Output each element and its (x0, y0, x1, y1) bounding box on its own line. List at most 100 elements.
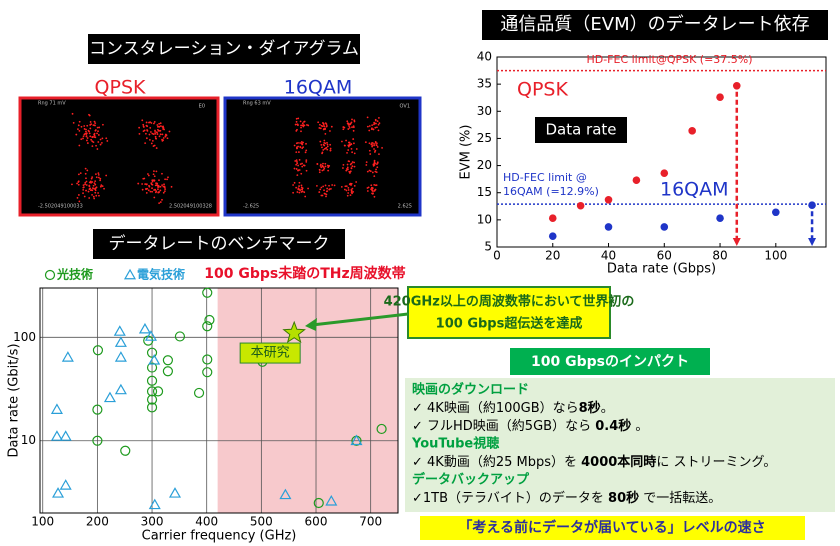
dot (319, 188, 322, 191)
dot (79, 172, 82, 175)
dot (149, 127, 152, 129)
dot (155, 131, 158, 134)
dot (330, 187, 332, 190)
data-point (59, 430, 72, 441)
dot (151, 132, 154, 135)
dot (297, 145, 299, 148)
impact-panel (405, 378, 835, 512)
dot (370, 188, 372, 191)
data-point (59, 479, 72, 490)
dot (355, 181, 358, 183)
dot (293, 167, 296, 170)
dot (371, 124, 374, 127)
dot (355, 148, 358, 150)
dot (90, 181, 92, 184)
data-point (325, 495, 338, 506)
dot (156, 128, 159, 131)
data-point (193, 387, 205, 399)
legend-label: 光技術 (56, 267, 93, 282)
y-tick-label: 40 (477, 50, 492, 64)
data-point (202, 367, 213, 378)
dot (325, 195, 327, 198)
dot (325, 124, 328, 127)
dot (146, 129, 148, 131)
dot (163, 128, 165, 131)
dot (88, 113, 90, 116)
dot (373, 151, 376, 153)
data-point (162, 366, 173, 377)
x-tick-label: 60 (657, 249, 672, 263)
dot (371, 192, 373, 195)
dot (295, 160, 298, 163)
screen-text: Rng 71 mV (38, 101, 66, 107)
dot (77, 183, 80, 186)
dot (150, 122, 153, 124)
y-tick-label: 10 (477, 212, 492, 226)
dot (159, 189, 162, 192)
dot (148, 184, 150, 187)
impact-item-part: 。 (601, 401, 614, 416)
dot (369, 170, 372, 173)
data-point (632, 176, 641, 185)
dot (76, 182, 78, 185)
dot (350, 167, 353, 170)
dot (165, 134, 168, 137)
dot (349, 144, 352, 146)
data-point (138, 322, 151, 334)
impact-item-part: 4000本同時 (581, 454, 656, 470)
dot (366, 125, 369, 128)
y-tick-label: 15 (477, 185, 492, 199)
dot (159, 125, 162, 127)
data-point (52, 487, 65, 498)
dot (298, 191, 301, 194)
data-point (92, 435, 103, 446)
legend-marker (44, 269, 56, 281)
dot (381, 147, 383, 149)
dot (78, 120, 81, 123)
dot (321, 169, 324, 172)
dot (84, 181, 87, 184)
dot (326, 141, 328, 144)
dot (146, 187, 149, 190)
dot (105, 174, 108, 177)
impact-item-part: ✓ 4K動画（約25 Mbps）を (412, 455, 581, 470)
dot (85, 130, 87, 133)
dot (301, 162, 303, 165)
dot (88, 132, 91, 135)
dot (318, 191, 321, 193)
dot (94, 191, 97, 194)
data-point (376, 423, 387, 435)
dot (298, 158, 301, 161)
dot (71, 183, 73, 186)
data-point (282, 320, 306, 344)
dot (156, 124, 159, 126)
dot (85, 184, 88, 186)
dot (326, 164, 329, 167)
dot (319, 163, 322, 166)
dot (103, 187, 105, 190)
dot (152, 145, 155, 147)
dot (348, 172, 351, 174)
dot (156, 133, 159, 135)
data-point (114, 351, 127, 362)
dot (345, 185, 348, 188)
dot (154, 129, 156, 132)
dot (75, 133, 78, 136)
dot (154, 135, 157, 138)
dot (351, 161, 354, 163)
dot (154, 132, 157, 135)
x-tick-label: 100 (764, 249, 787, 263)
dot (375, 144, 378, 147)
dot (374, 141, 377, 143)
dot (162, 139, 164, 142)
dot (155, 170, 158, 173)
dot (86, 137, 89, 139)
dot (345, 169, 348, 172)
dot (352, 138, 355, 140)
x-tick-label: 80 (712, 249, 727, 263)
dot (92, 141, 95, 144)
dot (328, 188, 331, 191)
dot (320, 166, 323, 169)
dot (97, 130, 99, 133)
data-point (103, 391, 116, 403)
